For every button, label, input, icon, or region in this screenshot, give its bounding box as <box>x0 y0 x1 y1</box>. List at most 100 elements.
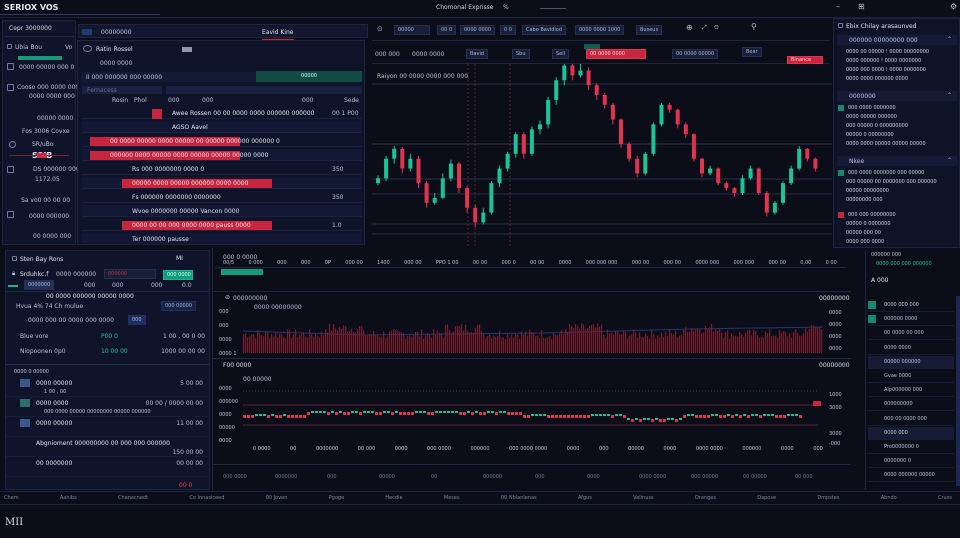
toolbar-button[interactable]: Buseus <box>636 25 663 35</box>
tab-orders[interactable]: 00000000 <box>101 29 132 36</box>
table-row[interactable]: Awee Rossen 00 00 0000 0000 000000 00000… <box>82 107 362 119</box>
list-item[interactable]: Abgnioment 000000000 00 000 000 000000 15… <box>6 439 209 457</box>
range-button[interactable] <box>221 269 263 275</box>
alert-icon[interactable]: ⏲ <box>714 24 719 31</box>
section-row[interactable]: 00000 00000000 <box>846 188 889 194</box>
section-row[interactable]: 0000 000000 ! 0000 0000000 <box>846 58 922 64</box>
sidebar-item[interactable]: Ubia Bou Vo <box>7 44 73 52</box>
grid-icon[interactable]: ⊞ <box>858 2 865 11</box>
footer-tab[interactable]: Abndo <box>880 495 897 501</box>
buy-button[interactable]: 000 0000 <box>163 270 193 280</box>
slider[interactable] <box>9 153 69 158</box>
footer-tab[interactable]: Chem <box>4 495 19 501</box>
candlestick-chart[interactable] <box>372 64 832 248</box>
section-row[interactable]: 00000 0 0000000 <box>846 221 891 227</box>
section-row[interactable]: 00000 0 00000000 <box>846 132 894 138</box>
right-lower-item[interactable]: 000 00 0000 000 <box>868 413 954 426</box>
position-row[interactable]: Niopoonen 0p0 10 00 00 1000 00 00 00 <box>6 346 209 358</box>
zoom-icon[interactable]: ⤢ <box>702 24 707 31</box>
table-row[interactable]: AGSO Aavel <box>82 121 362 133</box>
table-row[interactable]: 0000 00 00 000 0000 0000 pauss 0000 1.0 <box>82 219 362 231</box>
toolbar-button[interactable]: 0000 0000 <box>460 25 496 35</box>
sidebar-item[interactable]: Fos 3006 Covxe <box>7 128 73 136</box>
dropdown[interactable]: 0000 000000 <box>56 271 97 278</box>
column-header[interactable]: Sede <box>344 97 359 104</box>
sidebar-item[interactable]: 0000 000000 00 0000 000 <box>7 211 73 241</box>
footer-tab[interactable]: 00 Joven <box>265 495 288 501</box>
footer-tab[interactable]: Afgus <box>577 495 592 501</box>
crosshair-icon[interactable]: ⊕ <box>686 23 693 32</box>
section-header[interactable]: Nkee ⌃ <box>837 156 957 166</box>
tag[interactable]: 000 00000 <box>161 301 197 311</box>
list-item[interactable]: 0000 00000 1 00 , 00 5 00 00 <box>6 379 209 397</box>
tab[interactable]: 0000000 <box>24 280 55 290</box>
sub-button[interactable]: Sbu <box>512 49 530 59</box>
slider-handle[interactable] <box>37 153 47 158</box>
right-lower-item[interactable]: 00 0000 00 000 <box>868 327 954 341</box>
tab[interactable]: 000 <box>112 282 124 289</box>
column-header[interactable]: Phol <box>134 97 147 104</box>
right-lower-item[interactable]: Gvae 0000 <box>868 370 954 383</box>
list-item[interactable]: 00 0000000 00 00 00 <box>6 459 209 477</box>
section-row[interactable]: 00000000 000 <box>846 197 883 203</box>
section-row[interactable]: 0000 00 00000 ! 0000 00000000 <box>846 49 930 55</box>
sub-button[interactable]: 00 0000 00000 <box>672 49 719 59</box>
right-lower-item[interactable]: 000000000 <box>868 398 954 412</box>
right-lower-item[interactable]: 0000 0000 <box>868 342 954 355</box>
footer-tab[interactable]: Chanacnedt <box>117 495 149 501</box>
footer-tab[interactable]: Velinuss <box>633 495 654 501</box>
sidebar-item[interactable]: Sa vo0 00 00 00 <box>7 197 73 205</box>
right-lower-item[interactable]: 0000000 0 <box>868 455 954 469</box>
footer-tab[interactable]: Co Innasiceed <box>189 495 225 501</box>
footer-tab[interactable]: Oranges <box>694 495 716 501</box>
section-row[interactable]: 0000 000 0000 <box>846 239 885 245</box>
right-lower-item[interactable]: 0000 000 000 <box>868 299 954 312</box>
toolbar-button[interactable]: 00 0 <box>437 25 457 35</box>
tag-button[interactable]: 000 <box>128 315 146 325</box>
footer-tab[interactable]: Dapose <box>757 495 777 501</box>
right-lower-item[interactable]: 0000 000000 00000 <box>868 469 954 483</box>
footer-tab[interactable]: Aahibs <box>59 495 77 501</box>
toolbar-button[interactable]: Cabo Bavidiod <box>522 25 567 35</box>
section-row[interactable]: 000 00000 0 000000000 <box>846 123 909 129</box>
section-header[interactable]: 000000 00000000 000 ⌃ <box>837 35 957 45</box>
section-row[interactable]: 00000 000 00 <box>846 230 881 236</box>
sub-button[interactable]: Bear <box>742 47 762 57</box>
footer-tab[interactable]: Pgoge <box>328 495 345 501</box>
right-lower-item[interactable]: Pro0000000 0 <box>868 441 954 454</box>
list-item[interactable]: 0000 0000 000 0000 00000 00000000 00000 0… <box>6 399 209 417</box>
table-row[interactable]: 00 0000 00000 0000 00000 00 00000 000000… <box>82 135 362 147</box>
position-row[interactable]: Blue vore P00 0 1 00 , 00 0 00 <box>6 331 209 343</box>
table-row[interactable]: 000000 0000 00000 0000 00000 00000 00000… <box>82 149 362 161</box>
section-row[interactable]: 0000 00000 000000 <box>846 114 897 120</box>
right-lower-item[interactable]: 00000 000000 <box>868 355 954 369</box>
footer-tab[interactable]: Hecdie <box>385 495 403 501</box>
tab-active[interactable]: Eavid Kine <box>262 29 294 40</box>
footer-tab[interactable]: Meses <box>443 495 460 501</box>
section-row[interactable]: 0000 0000 00000 00000 00000 <box>846 141 926 147</box>
sell-button[interactable]: 00 0000 0000 <box>586 49 646 59</box>
dropdown[interactable]: 000000 <box>104 269 156 279</box>
search-icon[interactable]: ⚲ <box>751 22 757 31</box>
right-lower-item[interactable]: 0000 000 <box>868 426 954 440</box>
menu-icon[interactable]: ⊙ <box>377 25 383 33</box>
right-lower-item[interactable]: 000000 0000 <box>868 313 954 327</box>
sidebar-item[interactable]: 0000 00000 000 0 <box>7 63 74 79</box>
section-row[interactable]: 0000 000 0000 ! 0000 0000000 <box>846 67 926 73</box>
tab[interactable]: 0.0 <box>182 282 192 289</box>
tab[interactable]: 000 <box>84 282 96 289</box>
right-lower-item[interactable]: Alp000000 000 <box>868 384 954 398</box>
buy-button[interactable]: Binance <box>787 56 823 64</box>
toolbar-button[interactable]: 00000 <box>394 25 430 35</box>
column-header[interactable]: 000 <box>202 97 214 104</box>
minimize-icon[interactable]: – <box>836 2 840 11</box>
column-header[interactable]: 000 <box>302 97 314 104</box>
sidebar-item[interactable]: SR/uBoS3IB <box>7 141 73 161</box>
action-button[interactable]: 00000 <box>256 71 362 82</box>
table-row[interactable]: Wvoe 0000000 00000 Vancon 0000 <box>82 205 362 217</box>
column-header[interactable]: Rosin <box>112 97 129 104</box>
footer-tab[interactable]: Cruss <box>938 495 952 501</box>
sub-button[interactable]: Bavid <box>466 49 489 59</box>
settings-icon[interactable]: ⚙ <box>950 2 958 11</box>
section-row[interactable]: 000 000 00000000 <box>848 212 896 218</box>
